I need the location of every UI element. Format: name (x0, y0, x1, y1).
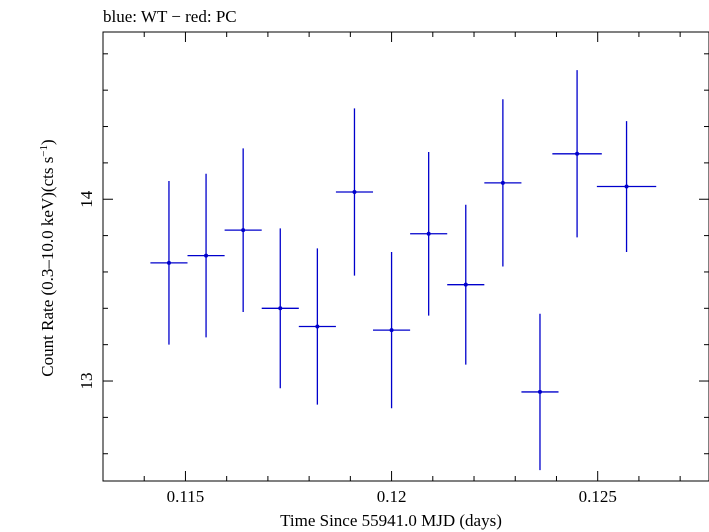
chart-title: blue: WT − red: PC (103, 7, 237, 26)
y-axis-label-superscript: −1 (38, 145, 50, 157)
data-point (484, 99, 522, 267)
y-tick-label: 14 (77, 190, 96, 208)
y-tick-label: 13 (77, 373, 96, 390)
x-tick-label: 0.125 (579, 487, 617, 506)
data-marker (166, 260, 171, 265)
data-point (410, 151, 448, 316)
data-marker (352, 189, 357, 194)
y-axis-label-main: Count Rate (0.3–10.0 keV)(cts s (38, 157, 57, 377)
data-marker (426, 231, 431, 236)
data-marker (278, 306, 283, 311)
data-point (150, 181, 188, 345)
data-marker (463, 282, 468, 287)
data-point (224, 148, 262, 312)
data-points (150, 70, 657, 471)
x-tick-label: 0.12 (377, 487, 407, 506)
data-marker (204, 253, 209, 258)
data-point (187, 173, 225, 338)
y-axis-label-end: ) (38, 139, 57, 145)
x-tick-label: 0.115 (167, 487, 205, 506)
data-point (596, 121, 657, 252)
data-marker (537, 389, 542, 394)
data-point (373, 251, 411, 409)
data-point (521, 313, 559, 471)
plot-frame (102, 31, 709, 482)
data-marker (315, 324, 320, 329)
data-point (298, 248, 336, 405)
data-marker (624, 184, 629, 189)
data-point (335, 108, 374, 276)
data-point (447, 204, 485, 365)
data-marker (241, 228, 246, 233)
data-marker (389, 328, 394, 333)
data-marker (500, 180, 505, 185)
plot-border (102, 31, 709, 482)
data-point (552, 70, 602, 238)
y-axis-label: Count Rate (0.3–10.0 keV)(cts s−1) (38, 139, 57, 376)
axis-ticks (102, 32, 709, 481)
data-point (261, 228, 299, 389)
data-marker (575, 151, 580, 156)
tick-labels: 0.115 0.12 0.125 13 14 (77, 190, 617, 506)
x-axis-label: Time Since 55941.0 MJD (days) (280, 511, 502, 530)
